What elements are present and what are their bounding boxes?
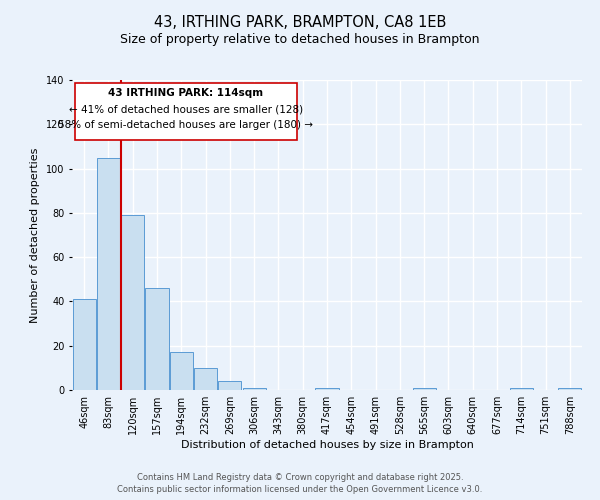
Text: Contains HM Land Registry data © Crown copyright and database right 2025.: Contains HM Land Registry data © Crown c… <box>137 472 463 482</box>
Bar <box>170 352 193 390</box>
Bar <box>413 388 436 390</box>
Text: 43 IRTHING PARK: 114sqm: 43 IRTHING PARK: 114sqm <box>109 88 263 99</box>
Bar <box>97 158 120 390</box>
Bar <box>510 388 533 390</box>
Bar <box>559 388 581 390</box>
Text: Size of property relative to detached houses in Brampton: Size of property relative to detached ho… <box>120 32 480 46</box>
Text: 43, IRTHING PARK, BRAMPTON, CA8 1EB: 43, IRTHING PARK, BRAMPTON, CA8 1EB <box>154 15 446 30</box>
Bar <box>218 381 241 390</box>
Bar <box>145 288 169 390</box>
Bar <box>194 368 217 390</box>
Bar <box>242 388 266 390</box>
Bar <box>121 215 144 390</box>
Bar <box>73 299 95 390</box>
Text: Contains public sector information licensed under the Open Government Licence v3: Contains public sector information licen… <box>118 485 482 494</box>
Bar <box>316 388 338 390</box>
Text: ← 41% of detached houses are smaller (128): ← 41% of detached houses are smaller (12… <box>69 104 303 115</box>
X-axis label: Distribution of detached houses by size in Brampton: Distribution of detached houses by size … <box>181 440 473 450</box>
Y-axis label: Number of detached properties: Number of detached properties <box>31 148 40 322</box>
Text: 58% of semi-detached houses are larger (180) →: 58% of semi-detached houses are larger (… <box>59 120 314 130</box>
